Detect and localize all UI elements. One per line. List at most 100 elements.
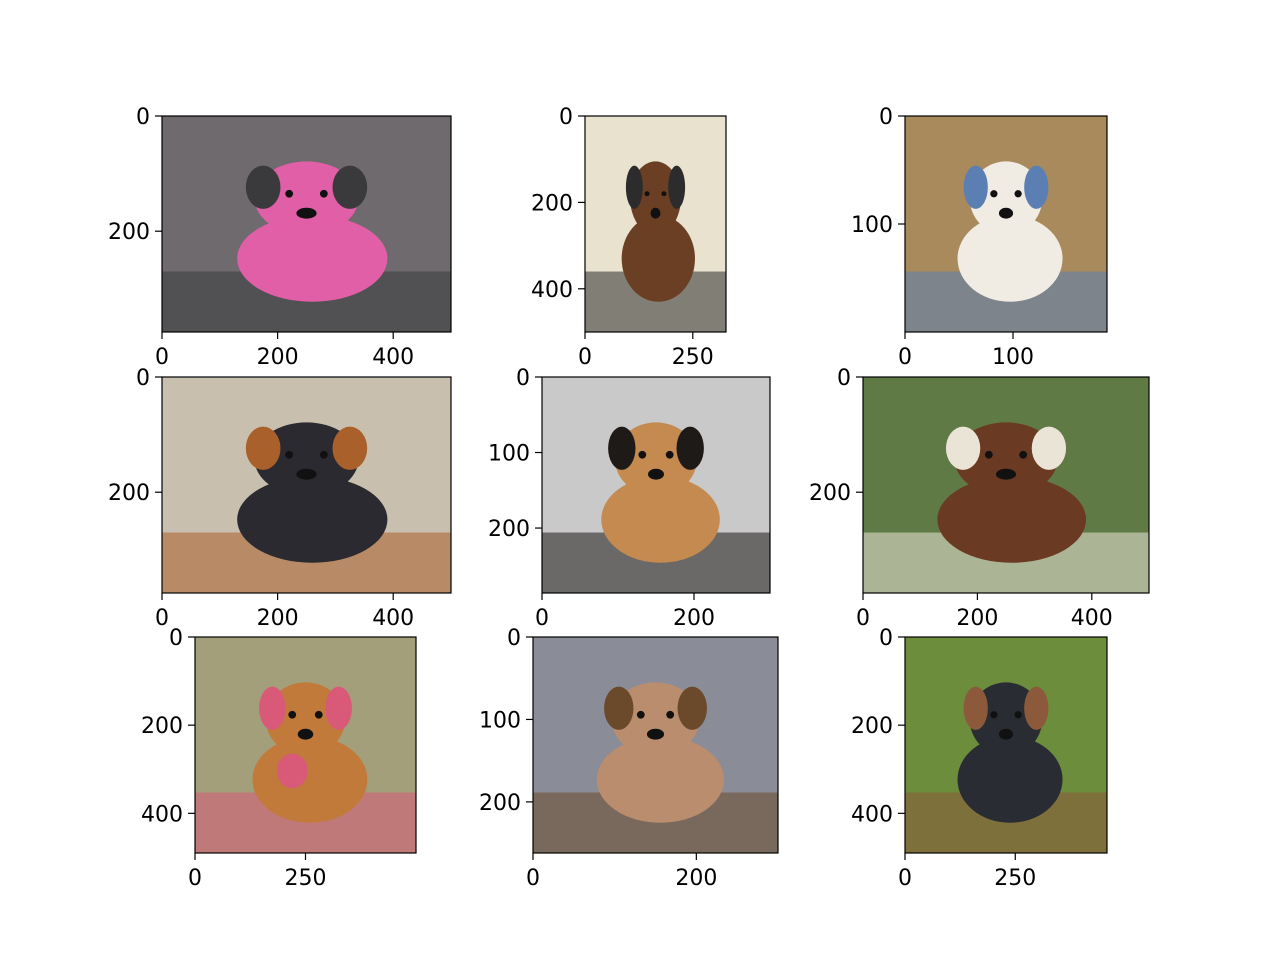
dog-eye [636, 710, 645, 719]
x-tick-label: 0 [188, 866, 202, 891]
y-tick-label: 0 [559, 105, 573, 130]
x-tick-label: 0 [155, 606, 169, 631]
dog-ear-right [676, 426, 704, 470]
dog-nose [650, 207, 661, 219]
dog-eye [638, 450, 647, 459]
y-tick-label: 0 [136, 366, 150, 391]
dog-body [237, 215, 388, 302]
dog-ear-left [945, 426, 981, 470]
dog-ear-left [259, 686, 286, 730]
x-tick-label: 400 [1071, 606, 1113, 631]
dog-nose [297, 728, 314, 740]
dog-head [954, 422, 1058, 496]
x-tick-label: 0 [155, 345, 169, 370]
dog-eye [288, 710, 297, 719]
dog-photo [162, 377, 451, 593]
dog-nose [296, 207, 317, 219]
dog-ear-left [963, 165, 988, 209]
dog-ear-left [608, 426, 636, 470]
dog-photo [905, 637, 1107, 853]
x-tick-label: 0 [898, 866, 912, 891]
image-panel-2: 0 250 0 200 400 [531, 105, 727, 370]
dog-ear-right [325, 686, 352, 730]
image-panel-3: 0 100 0 100 [851, 105, 1108, 370]
dog-ear-right [677, 686, 707, 730]
y-tick-label: 400 [141, 802, 183, 827]
dog-eye [1014, 711, 1022, 719]
y-tick-label: 200 [479, 791, 521, 816]
dog-ear-right [1024, 165, 1049, 209]
dog-head [969, 682, 1043, 756]
dog-nose [998, 207, 1014, 219]
dog-photo [195, 637, 416, 853]
dog-body [596, 736, 725, 823]
dog-head [611, 682, 700, 756]
dog-ear-left [604, 686, 634, 730]
y-tick-label: 0 [136, 105, 150, 130]
x-tick-label: 400 [372, 345, 414, 370]
y-tick-label: 0 [837, 366, 851, 391]
x-tick-label: 200 [956, 606, 998, 631]
y-tick-label: 200 [141, 714, 183, 739]
image-panel-1: 0 200 400 0 200 [108, 105, 452, 370]
x-tick-label: 250 [285, 866, 327, 891]
x-tick-label: 200 [675, 866, 717, 891]
image-panel-5: 0 200 0 100 200 [488, 366, 771, 631]
axes-frame [532, 636, 779, 854]
dog-body [601, 476, 720, 563]
dog-body [957, 736, 1063, 823]
dog-eye [666, 710, 675, 719]
y-tick-label: 0 [507, 626, 521, 651]
x-tick-label: 200 [257, 606, 299, 631]
y-tick-label: 0 [879, 626, 893, 651]
x-tick-label: 100 [992, 345, 1034, 370]
x-tick-label: 0 [898, 345, 912, 370]
image-panel-8: 0 200 0 100 200 [479, 626, 779, 891]
dog-photo [542, 377, 770, 593]
axes-frame [862, 376, 1150, 594]
dog-nose [646, 728, 665, 740]
dog-body [237, 476, 388, 563]
dog-body [937, 476, 1087, 563]
y-tick-label: 100 [488, 442, 530, 467]
dog-photo [162, 116, 451, 332]
x-tick-label: 400 [372, 606, 414, 631]
y-tick-label: 200 [809, 481, 851, 506]
axes-frame [904, 636, 1108, 854]
dog-ear-right [332, 165, 368, 209]
y-tick-label: 400 [531, 278, 573, 303]
x-tick-label: 250 [672, 345, 714, 370]
dog-eye [990, 190, 998, 198]
dog-ear-right [668, 165, 686, 209]
dog-photo [533, 637, 778, 853]
dog-eye [319, 189, 328, 198]
image-panel-6: 0 200 400 0 200 [809, 366, 1150, 631]
dog-body [621, 215, 695, 302]
dog-eye [319, 450, 328, 459]
dog-tongue [276, 753, 308, 789]
dog-ear-left [245, 165, 281, 209]
dog-eye [285, 189, 294, 198]
axes-frame [161, 115, 452, 333]
image-panel-9: 0 250 0 200 400 [851, 626, 1108, 891]
dog-eye [314, 710, 323, 719]
image-panel-4: 0 200 400 0 200 [108, 366, 452, 631]
dog-eye [285, 450, 294, 459]
dog-eye [661, 191, 667, 197]
dog-head [630, 161, 681, 235]
axes-frame [584, 115, 727, 333]
y-tick-label: 0 [169, 626, 183, 651]
dog-photo [863, 377, 1149, 593]
x-tick-label: 200 [257, 345, 299, 370]
dog-eye [990, 711, 998, 719]
y-tick-label: 200 [851, 714, 893, 739]
y-tick-label: 200 [531, 191, 573, 216]
axes-frame [541, 376, 771, 594]
dog-body [252, 736, 368, 823]
y-tick-label: 100 [479, 708, 521, 733]
dog-ear-left [963, 686, 988, 730]
dog-head [614, 422, 698, 496]
x-tick-label: 200 [673, 606, 715, 631]
dog-eye [644, 191, 650, 197]
dog-head [969, 161, 1043, 235]
